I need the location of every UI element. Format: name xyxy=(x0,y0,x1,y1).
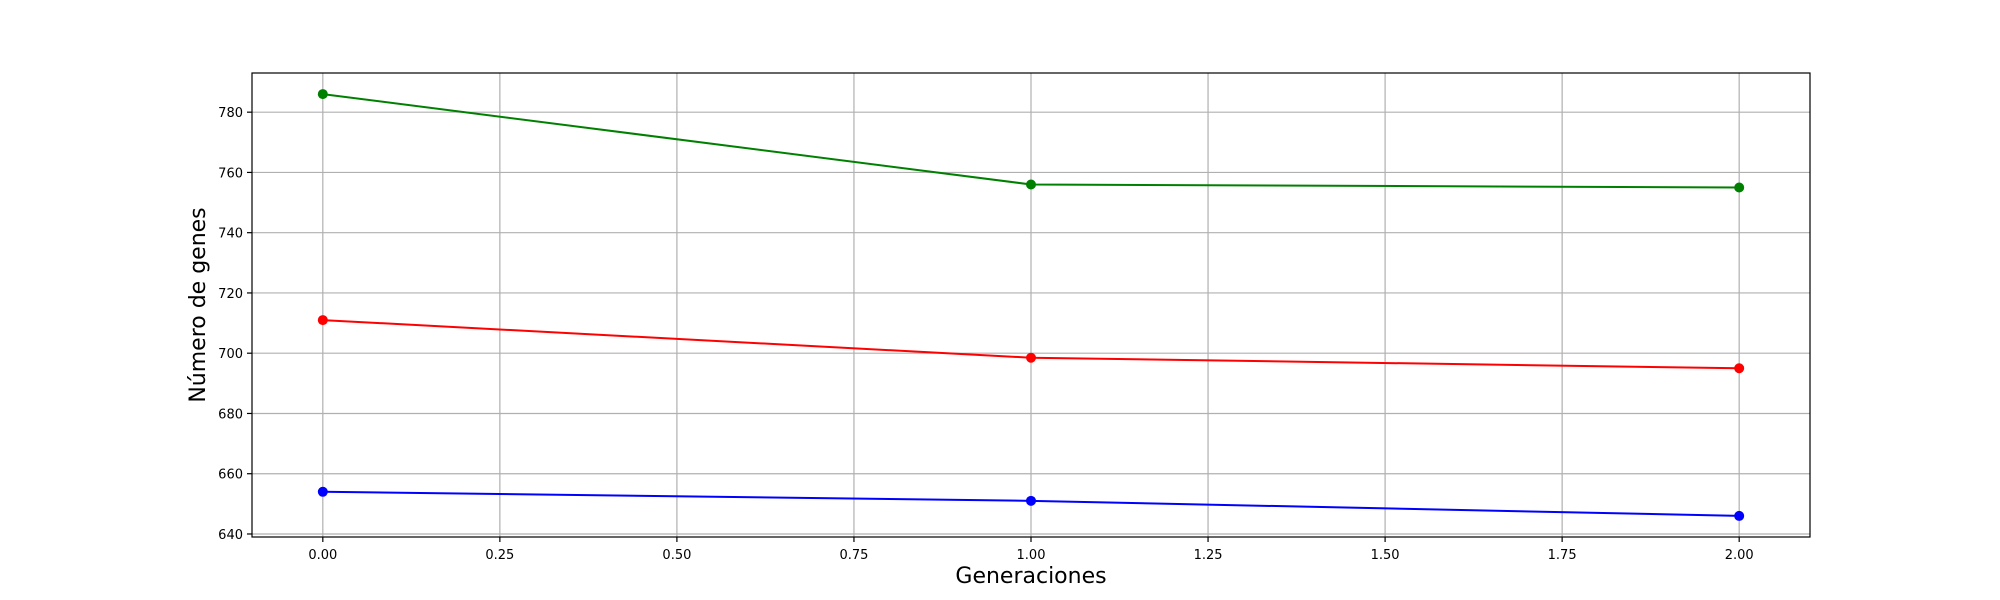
x-axis-label: Generaciones xyxy=(955,564,1106,589)
x-tick-label: 1.00 xyxy=(1017,548,1046,563)
x-tick-label: 1.25 xyxy=(1194,548,1223,563)
y-axis-label: Número de genes xyxy=(186,207,211,402)
y-tick-label: 700 xyxy=(218,347,243,362)
y-tick-label: 780 xyxy=(218,106,243,121)
x-tick-label: 0.00 xyxy=(308,548,337,563)
y-tick-label: 680 xyxy=(218,407,243,422)
data-point xyxy=(1734,182,1745,193)
data-point xyxy=(317,89,328,100)
x-axis-ticks: 0.00 0.25 0.50 0.75 1.00 1.25 1.50 1.75 2.00 xyxy=(308,537,1754,563)
y-tick-label: 660 xyxy=(218,468,243,483)
series-0 xyxy=(317,89,1745,193)
x-tick-label: 2.00 xyxy=(1725,548,1754,563)
y-tick-label: 760 xyxy=(218,166,243,181)
y-tick-label: 720 xyxy=(218,287,243,302)
x-tick-label: 0.50 xyxy=(662,548,691,563)
x-tick-label: 1.75 xyxy=(1548,548,1577,563)
data-point xyxy=(1026,352,1036,363)
x-tick-label: 0.75 xyxy=(839,548,868,563)
x-tick-label: 0.25 xyxy=(485,548,514,563)
data-point xyxy=(1026,179,1036,190)
x-tick-label: 1.50 xyxy=(1371,548,1400,563)
y-tick-label: 640 xyxy=(218,528,243,543)
series-1 xyxy=(317,315,1745,374)
data-point xyxy=(1734,363,1745,374)
data-point xyxy=(317,315,328,326)
series-layer xyxy=(317,89,1745,521)
y-axis-ticks: 640 660 680 700 720 740 760 780 xyxy=(218,106,252,543)
data-point xyxy=(1026,495,1036,506)
series-2 xyxy=(317,486,1745,521)
y-tick-label: 740 xyxy=(218,227,243,242)
data-point xyxy=(1734,510,1745,521)
data-point xyxy=(317,486,328,497)
